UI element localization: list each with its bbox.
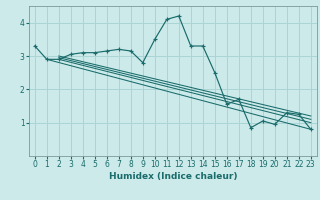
X-axis label: Humidex (Indice chaleur): Humidex (Indice chaleur) (108, 172, 237, 181)
